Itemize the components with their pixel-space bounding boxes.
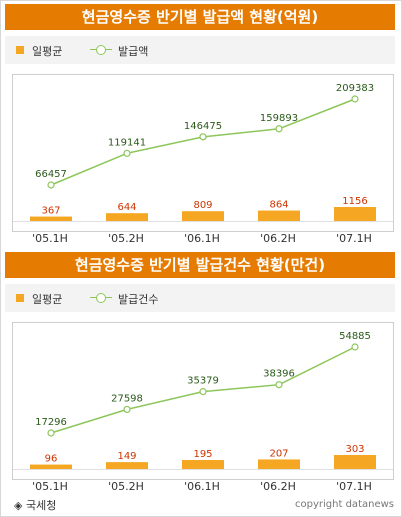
line-point-3 [199, 388, 207, 396]
source-label: ◈ 국세청 [14, 499, 57, 512]
x-tick-label-5: '07.1H [336, 480, 372, 493]
line-label-5: 209383 [336, 83, 374, 94]
line-label-2: 119141 [108, 137, 146, 148]
bar-label-4: 207 [269, 448, 288, 459]
bar-label-5: 1156 [342, 196, 367, 207]
bar-4 [258, 459, 300, 469]
chart-1-title: 현금영수증 반기별 발급액 현황(억원) [5, 4, 395, 30]
bar-2 [106, 462, 148, 469]
line-point-3 [199, 133, 207, 141]
bar-label-4: 864 [269, 200, 288, 211]
bar-1 [30, 464, 72, 469]
bar-label-3: 195 [193, 449, 212, 460]
bar-3 [182, 459, 224, 469]
bar-5 [334, 455, 376, 469]
chart-2-title: 현금영수증 반기별 발급건수 현황(만건) [5, 252, 395, 278]
line-label-3: 146475 [184, 121, 222, 132]
chart-1-plot-area: 367 644 809 864 1156 66457 119141 146475 159893 2… [12, 74, 394, 232]
x-tick-label-1: '05.1H [32, 232, 68, 245]
line-series [50, 98, 356, 186]
bar-label-1: 367 [41, 206, 60, 217]
bar-2 [106, 213, 148, 221]
line-point-1 [47, 429, 55, 437]
line-point-4 [275, 125, 283, 133]
legend-marker-icon [96, 45, 106, 55]
line-point-5 [351, 95, 359, 103]
bar-label-2: 149 [117, 451, 136, 462]
bar-3 [182, 211, 224, 221]
line-label-1: 66457 [35, 169, 67, 180]
legend-bar-label: 일평균 [32, 293, 63, 306]
bar-4 [258, 210, 300, 221]
legend-bar-label: 일평균 [32, 45, 63, 58]
x-tick-label-1: '05.1H [32, 480, 68, 493]
line-label-4: 159893 [260, 113, 298, 124]
copyright-label: copyright datanews [295, 499, 394, 510]
line-point-4 [275, 381, 283, 389]
bar-5 [334, 207, 376, 221]
x-tick-label-4: '06.2H [260, 232, 296, 245]
line-label-2: 27598 [111, 393, 143, 404]
chart-2-svg: 96 149 195 207 303 17296 27598 35379 38396 54885 [13, 331, 393, 470]
legend-line-label: 발급액 [118, 45, 149, 58]
legend-marker-icon [96, 293, 106, 303]
bar-1 [30, 216, 72, 221]
bar-label-2: 644 [117, 202, 136, 213]
bar-label-3: 809 [193, 200, 212, 211]
chart-2-plot-area: 96 149 195 207 303 17296 27598 35379 38396 54885 [12, 322, 394, 480]
line-point-2 [123, 405, 131, 414]
line-label-1: 17296 [35, 417, 67, 428]
line-point-5 [351, 343, 359, 351]
line-label-5: 54885 [339, 331, 371, 342]
line-label-3: 35379 [187, 376, 219, 387]
line-point-2 [123, 149, 131, 157]
x-tick-label-4: '06.2H [260, 480, 296, 493]
legend-bar-swatch [16, 46, 24, 54]
x-tick-label-2: '05.2H [108, 480, 144, 493]
x-tick-label-3: '06.1H [184, 480, 220, 493]
bar-label-5: 303 [345, 444, 364, 455]
chart-2-legend: 일평균 발급건수 [5, 284, 395, 312]
legend-bar-swatch [16, 294, 24, 302]
legend-line-label: 발급건수 [118, 293, 159, 306]
chart-1-legend: 일평균 발급액 [5, 36, 395, 64]
bar-label-1: 96 [45, 454, 58, 465]
x-tick-label-2: '05.2H [108, 232, 144, 245]
x-tick-label-5: '07.1H [336, 232, 372, 245]
x-tick-label-3: '06.1H [184, 232, 220, 245]
line-label-4: 38396 [263, 369, 295, 380]
chart-1-svg: 367 644 809 864 1156 66457 119141 146475 159893 2… [13, 83, 393, 222]
line-point-1 [47, 181, 55, 189]
